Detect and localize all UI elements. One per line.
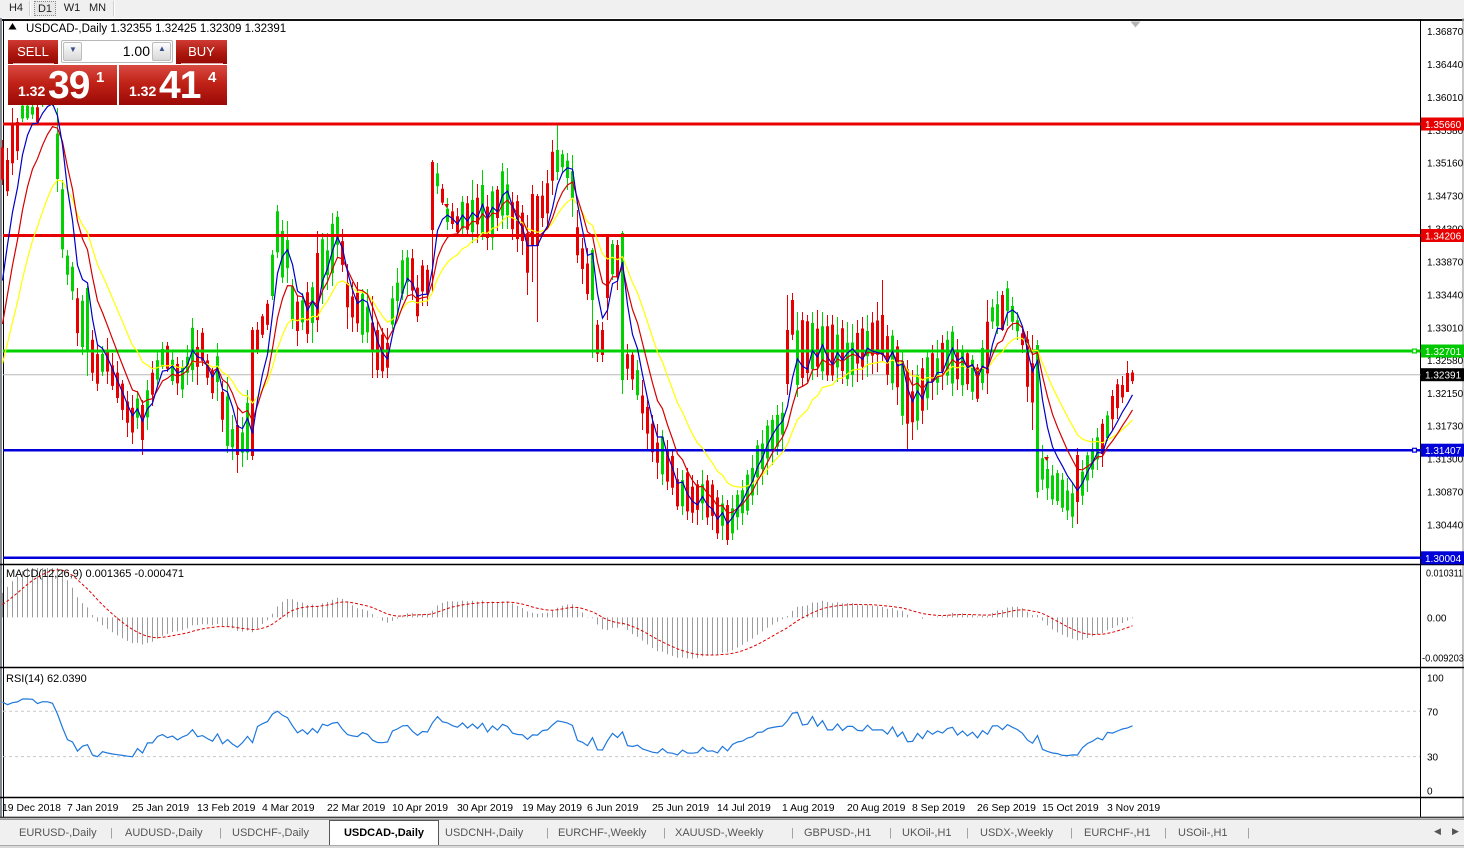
svg-text:1.33870: 1.33870 (1427, 257, 1464, 268)
svg-text:26 Sep 2019: 26 Sep 2019 (977, 803, 1036, 814)
svg-text:1.36870: 1.36870 (1427, 27, 1464, 38)
svg-text:14 Jul 2019: 14 Jul 2019 (717, 803, 771, 814)
svg-text:15 Oct 2019: 15 Oct 2019 (1042, 803, 1099, 814)
svg-text:0: 0 (1427, 787, 1433, 798)
svg-text:1 Aug 2019: 1 Aug 2019 (782, 803, 835, 814)
svg-text:3 Nov 2019: 3 Nov 2019 (1107, 803, 1160, 814)
svg-text:1.32701: 1.32701 (1425, 347, 1462, 358)
svg-text:-0.009203: -0.009203 (1422, 653, 1464, 664)
svg-text:19 Dec 2018: 19 Dec 2018 (2, 803, 61, 814)
svg-text:8 Sep 2019: 8 Sep 2019 (912, 803, 965, 814)
svg-text:4 Mar 2019: 4 Mar 2019 (262, 803, 315, 814)
svg-text:1.35580: 1.35580 (1427, 126, 1464, 137)
svg-text:20 Aug 2019: 20 Aug 2019 (847, 803, 906, 814)
svg-text:0.010311: 0.010311 (1426, 569, 1463, 580)
svg-text:1.31730: 1.31730 (1427, 421, 1464, 432)
svg-text:1.34206: 1.34206 (1425, 232, 1462, 243)
svg-text:30 Apr 2019: 30 Apr 2019 (457, 803, 513, 814)
svg-text:0.00: 0.00 (1427, 613, 1447, 624)
svg-text:MACD(12,26,9) 0.001365 -0.0004: MACD(12,26,9) 0.001365 -0.000471 (6, 568, 184, 580)
svg-text:1.33440: 1.33440 (1427, 290, 1464, 301)
svg-text:30: 30 (1427, 753, 1439, 764)
svg-text:22 Mar 2019: 22 Mar 2019 (327, 803, 386, 814)
svg-text:6 Jun 2019: 6 Jun 2019 (587, 803, 639, 814)
svg-text:1.33010: 1.33010 (1427, 323, 1464, 334)
svg-text:70: 70 (1427, 707, 1439, 718)
svg-text:1.36440: 1.36440 (1427, 60, 1464, 71)
svg-text:25 Jan 2019: 25 Jan 2019 (132, 803, 189, 814)
svg-text:1.36010: 1.36010 (1427, 93, 1464, 104)
svg-text:25 Jun 2019: 25 Jun 2019 (652, 803, 709, 814)
svg-text:1.32150: 1.32150 (1427, 389, 1464, 400)
svg-text:1.32580: 1.32580 (1427, 356, 1464, 367)
svg-text:1.30440: 1.30440 (1427, 520, 1464, 531)
svg-text:RSI(14) 62.0390: RSI(14) 62.0390 (6, 673, 87, 685)
svg-text:1.34730: 1.34730 (1427, 191, 1464, 202)
svg-text:19 May 2019: 19 May 2019 (522, 803, 582, 814)
svg-text:13 Feb 2019: 13 Feb 2019 (197, 803, 256, 814)
svg-text:10 Apr 2019: 10 Apr 2019 (392, 803, 448, 814)
svg-text:1.35660: 1.35660 (1425, 120, 1462, 131)
svg-text:1.30004: 1.30004 (1425, 554, 1462, 565)
svg-text:1.35160: 1.35160 (1427, 158, 1464, 169)
svg-text:1.30870: 1.30870 (1427, 487, 1464, 498)
svg-text:7 Jan 2019: 7 Jan 2019 (67, 803, 119, 814)
svg-text:1.31407: 1.31407 (1425, 446, 1462, 457)
svg-text:100: 100 (1427, 673, 1444, 684)
svg-text:1.31300: 1.31300 (1427, 454, 1464, 465)
svg-text:1.32391: 1.32391 (1425, 371, 1462, 382)
svg-text:USDCAD-,Daily 1.32355 1.32425: USDCAD-,Daily 1.32355 1.32425 1.32309 1.… (26, 23, 286, 35)
